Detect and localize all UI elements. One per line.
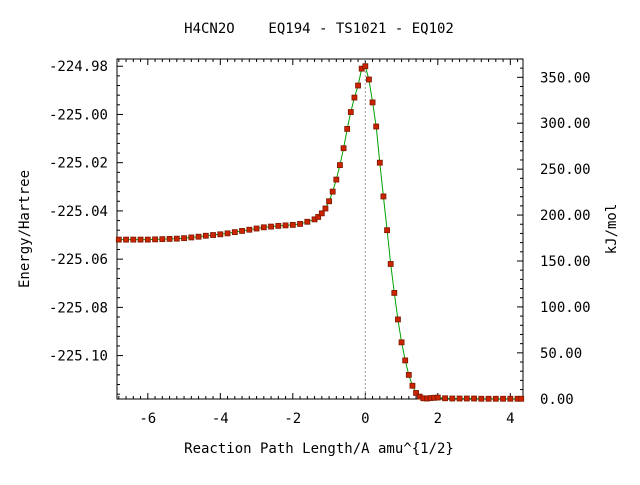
data-point — [456, 395, 463, 402]
data-point — [115, 236, 122, 243]
y-tick-label: -225.10 — [49, 349, 108, 365]
data-point — [318, 210, 325, 217]
data-point — [159, 236, 166, 243]
data-point — [395, 316, 401, 323]
data-point — [507, 395, 514, 402]
data-point — [268, 223, 274, 230]
data-point — [246, 226, 253, 233]
data-point — [210, 232, 216, 238]
data-point — [351, 94, 358, 101]
data-point — [329, 188, 336, 195]
data-point — [231, 229, 238, 236]
data-point — [355, 82, 361, 89]
data-point — [275, 222, 282, 229]
data-point — [144, 236, 151, 243]
y-tick-label: -225.04 — [49, 204, 108, 220]
data-point — [449, 395, 456, 402]
y-tick-label: -225.02 — [49, 156, 108, 172]
y-tick-label: -225.00 — [49, 107, 108, 123]
data-point — [485, 395, 492, 402]
y-tick-label: -225.08 — [49, 300, 108, 316]
data-point — [344, 126, 351, 132]
data-point — [500, 395, 506, 402]
data-point — [384, 227, 390, 234]
data-point — [471, 395, 477, 402]
data-point — [322, 205, 329, 212]
y2-tick-label: 100.00 — [540, 300, 591, 316]
data-point — [337, 162, 343, 168]
x-tick-label: -6 — [139, 411, 156, 427]
data-point — [239, 228, 245, 234]
data-point — [387, 261, 394, 267]
data-point — [402, 357, 409, 364]
data-point — [442, 395, 448, 402]
data-point — [376, 159, 383, 166]
data-point — [137, 236, 144, 243]
data-point — [282, 222, 289, 229]
data-point — [130, 236, 137, 243]
series-line — [118, 65, 522, 400]
data-point — [315, 214, 322, 220]
data-point — [340, 145, 347, 152]
data-point — [333, 176, 340, 183]
data-point — [413, 390, 419, 396]
x-tick-label: 4 — [506, 411, 514, 427]
data-point — [123, 236, 129, 243]
data-point — [152, 236, 158, 243]
y2-tick-label: 300.00 — [540, 116, 591, 132]
data-point — [518, 395, 525, 402]
x-tick-label: 0 — [361, 411, 369, 427]
data-point — [289, 222, 296, 228]
y2-tick-label: 250.00 — [540, 162, 591, 178]
y2-tick-label: 150.00 — [540, 254, 591, 270]
data-point — [253, 225, 260, 232]
x-tick-label: 2 — [434, 411, 442, 427]
data-point — [217, 231, 224, 238]
data-point — [373, 123, 380, 130]
data-point — [391, 290, 398, 296]
data-point — [405, 371, 412, 378]
data-point — [173, 235, 180, 242]
plot-area: -6 -4 -2 0 2 4 -224.98 -225.00 -225.02 -225.04 -22… — [49, 58, 591, 427]
x-axis-label: Reaction Path Length/A amu^{1/2} — [184, 441, 454, 457]
data-point — [463, 395, 470, 402]
data-point — [492, 395, 499, 402]
data-point — [326, 198, 332, 205]
data-point — [297, 221, 303, 227]
data-point — [380, 193, 387, 200]
data-point — [304, 218, 311, 225]
plot-frame — [116, 58, 524, 400]
data-point — [362, 63, 369, 70]
y-axis-label: Energy/Hartree — [17, 170, 33, 288]
data-point — [188, 234, 195, 241]
data-point — [478, 395, 485, 402]
y2-tick-label: 350.00 — [540, 70, 591, 86]
x-tick-label: -2 — [284, 411, 301, 427]
y2-axis-label: kJ/mol — [604, 204, 620, 255]
data-point — [260, 224, 267, 231]
y-tick-label: -224.98 — [49, 59, 108, 75]
chart-title: H4CN2O EQ194 - TS1021 - EQ102 — [184, 21, 454, 37]
data-point — [434, 394, 441, 401]
y-tick-label: -225.06 — [49, 252, 108, 268]
data-point — [347, 109, 354, 115]
data-point — [366, 76, 372, 83]
data-point — [202, 232, 209, 239]
data-point — [409, 382, 416, 389]
data-point — [181, 235, 187, 242]
data-point — [369, 99, 376, 106]
data-point — [398, 339, 405, 346]
y2-tick-label: 200.00 — [540, 208, 591, 224]
y2-tick-label: 0.00 — [540, 392, 574, 408]
data-point — [195, 233, 202, 240]
y2-tick-label: 50.00 — [540, 346, 582, 362]
x-tick-label: -4 — [212, 411, 229, 427]
data-point — [224, 230, 231, 237]
data-point — [166, 235, 173, 242]
